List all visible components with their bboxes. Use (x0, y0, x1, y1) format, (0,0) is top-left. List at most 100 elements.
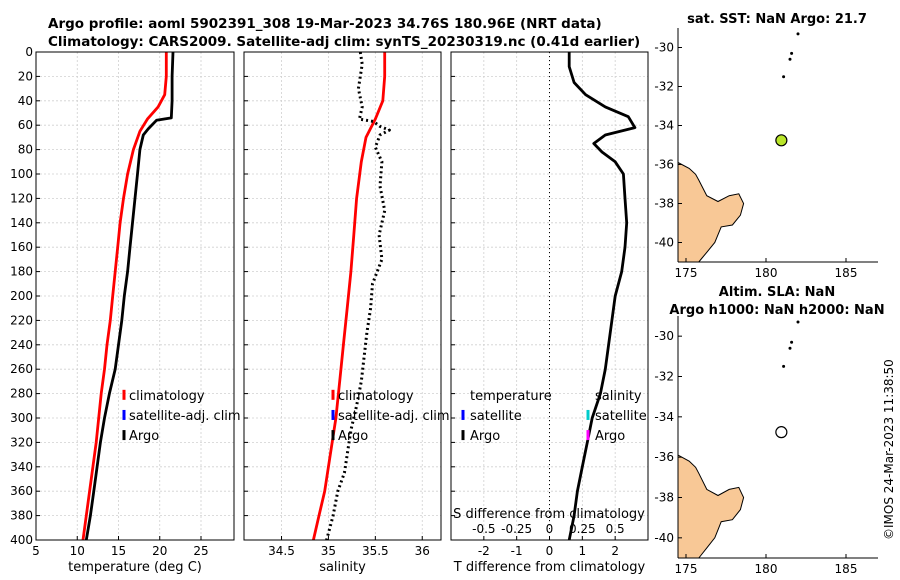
top-tick-label: 0.5 (606, 522, 625, 536)
x-tick-label: 35 (321, 544, 336, 558)
x-tick-label: 35.5 (362, 544, 389, 558)
y-tick-label: 160 (10, 240, 33, 254)
island-marker (788, 57, 792, 61)
argo-position-marker (775, 426, 788, 439)
x-tick-label: 175 (675, 562, 698, 576)
x-tick-label: 5 (32, 544, 40, 558)
y-tick-label: -32 (654, 80, 674, 94)
land-mass (678, 161, 745, 262)
y-tick-label: 20 (18, 69, 33, 83)
legend-label: satellite (470, 409, 522, 424)
y-tick-label: -36 (654, 158, 674, 172)
y-tick-label: 240 (10, 338, 33, 352)
x-tick-label: 175 (675, 266, 698, 280)
x-tick-label: 25 (193, 544, 208, 558)
y-tick-label: 300 (10, 411, 33, 425)
y-tick-label: 120 (10, 191, 33, 205)
x-tick-label: 180 (755, 266, 778, 280)
y-tick-label: 280 (10, 387, 33, 401)
y-tick-label: -38 (654, 197, 674, 211)
legend-label: Argo (129, 429, 159, 444)
series-line-climatology (312, 52, 387, 541)
island-marker (796, 32, 800, 36)
x-tick-label: -2 (478, 544, 490, 558)
x-tick-label: 185 (835, 562, 858, 576)
sla-map-title: Altim. SLA: NaN (719, 285, 835, 300)
y-tick-label: 140 (10, 216, 33, 230)
y-tick-label: -30 (654, 329, 674, 343)
island-marker (788, 346, 792, 350)
x-tick-label: 15 (111, 544, 126, 558)
x-axis-label: temperature (deg C) (68, 560, 202, 575)
legend-label: climatology (129, 389, 205, 404)
top-tick-label: -0.25 (501, 522, 532, 536)
x-axis-label-top: S difference from climatology (453, 507, 645, 522)
x-tick-label: -1 (511, 544, 523, 558)
sst-map-title: sat. SST: NaN Argo: 21.7 (687, 12, 867, 27)
top-tick-label: 0.25 (569, 522, 596, 536)
figure-subtitle: Climatology: CARS2009. Satellite-adj cli… (48, 34, 640, 50)
argo-position-marker (775, 134, 788, 147)
series-line-argo (84, 51, 175, 541)
legend-label: satellite (595, 409, 647, 424)
y-tick-label: 100 (10, 167, 33, 181)
island-marker (782, 75, 786, 79)
island-marker (790, 51, 794, 55)
x-tick-label: 185 (835, 266, 858, 280)
x-tick-label: 10 (70, 544, 85, 558)
y-tick-label: -30 (654, 41, 674, 55)
y-tick-label: 320 (10, 435, 33, 449)
y-tick-label: -38 (654, 491, 674, 505)
x-tick-label: 34.5 (268, 544, 295, 558)
x-tick-label: 20 (152, 544, 167, 558)
difference-panel: -2 -1 0 1 2 T difference from climatology temp… (450, 51, 649, 575)
legend-label: Argo (338, 429, 368, 444)
legend-label: climatology (338, 389, 414, 404)
island-marker (782, 364, 786, 368)
y-tick-label: 260 (10, 362, 33, 376)
island-marker (790, 340, 794, 344)
y-tick-label: 40 (18, 94, 33, 108)
y-tick-label: 400 (10, 533, 33, 547)
salinity-panel: 34.5 35 35.5 36 salinity climatology satellite… (243, 51, 450, 575)
y-tick-label: 220 (10, 313, 33, 327)
legend-label: satellite-adj. clim (129, 409, 241, 424)
sla-map-subtitle: Argo h1000: NaN h2000: NaN (669, 303, 884, 318)
top-tick-label: 0 (546, 522, 554, 536)
legend-label: Argo (595, 429, 625, 444)
temperature-panel: 5 10 15 20 25 0 20 40 60 80 100 120 140 160 180 200 220 2… (10, 45, 241, 575)
y-tick-label: 0 (25, 45, 33, 59)
legend-label: Argo (470, 429, 500, 444)
x-tick-label: 180 (755, 562, 778, 576)
y-tick-label: 60 (18, 118, 33, 132)
sst-map: 175 180 185 -30 -32 -34 -36 -38 -40 (654, 28, 878, 280)
y-tick-label: -34 (654, 119, 674, 133)
x-tick-label: 1 (579, 544, 587, 558)
x-tick-label: 0 (546, 544, 554, 558)
y-tick-label: -40 (654, 531, 674, 545)
y-tick-label: 360 (10, 484, 33, 498)
series-line-climatology (81, 52, 168, 541)
y-tick-label: 200 (10, 289, 33, 303)
legend-label: satellite-adj. clim (338, 409, 450, 424)
y-tick-label: 340 (10, 460, 33, 474)
legend-label: salinity (595, 389, 642, 404)
x-axis-label: T difference from climatology (453, 560, 646, 575)
x-axis-label: salinity (319, 560, 366, 575)
figure-title: Argo profile: aoml 5902391_308 19-Mar-20… (48, 16, 602, 32)
y-tick-label: -36 (654, 450, 674, 464)
land-mass (678, 454, 745, 558)
y-tick-label: 180 (10, 265, 33, 279)
y-tick-label: -40 (654, 236, 674, 250)
series-line-argo (325, 51, 391, 541)
y-tick-label: -34 (654, 410, 674, 424)
sla-map: 175 180 185 -30 -32 -34 -36 -38 -40 (654, 316, 878, 576)
top-tick-label: -0.5 (472, 522, 495, 536)
x-tick-label: 36 (415, 544, 430, 558)
y-tick-label: 80 (18, 143, 33, 157)
island-marker (796, 320, 800, 324)
imos-watermark: ©IMOS 24-Mar-2023 11:38:50 (882, 359, 896, 540)
y-tick-label: -32 (654, 370, 674, 384)
y-tick-label: 380 (10, 509, 33, 523)
